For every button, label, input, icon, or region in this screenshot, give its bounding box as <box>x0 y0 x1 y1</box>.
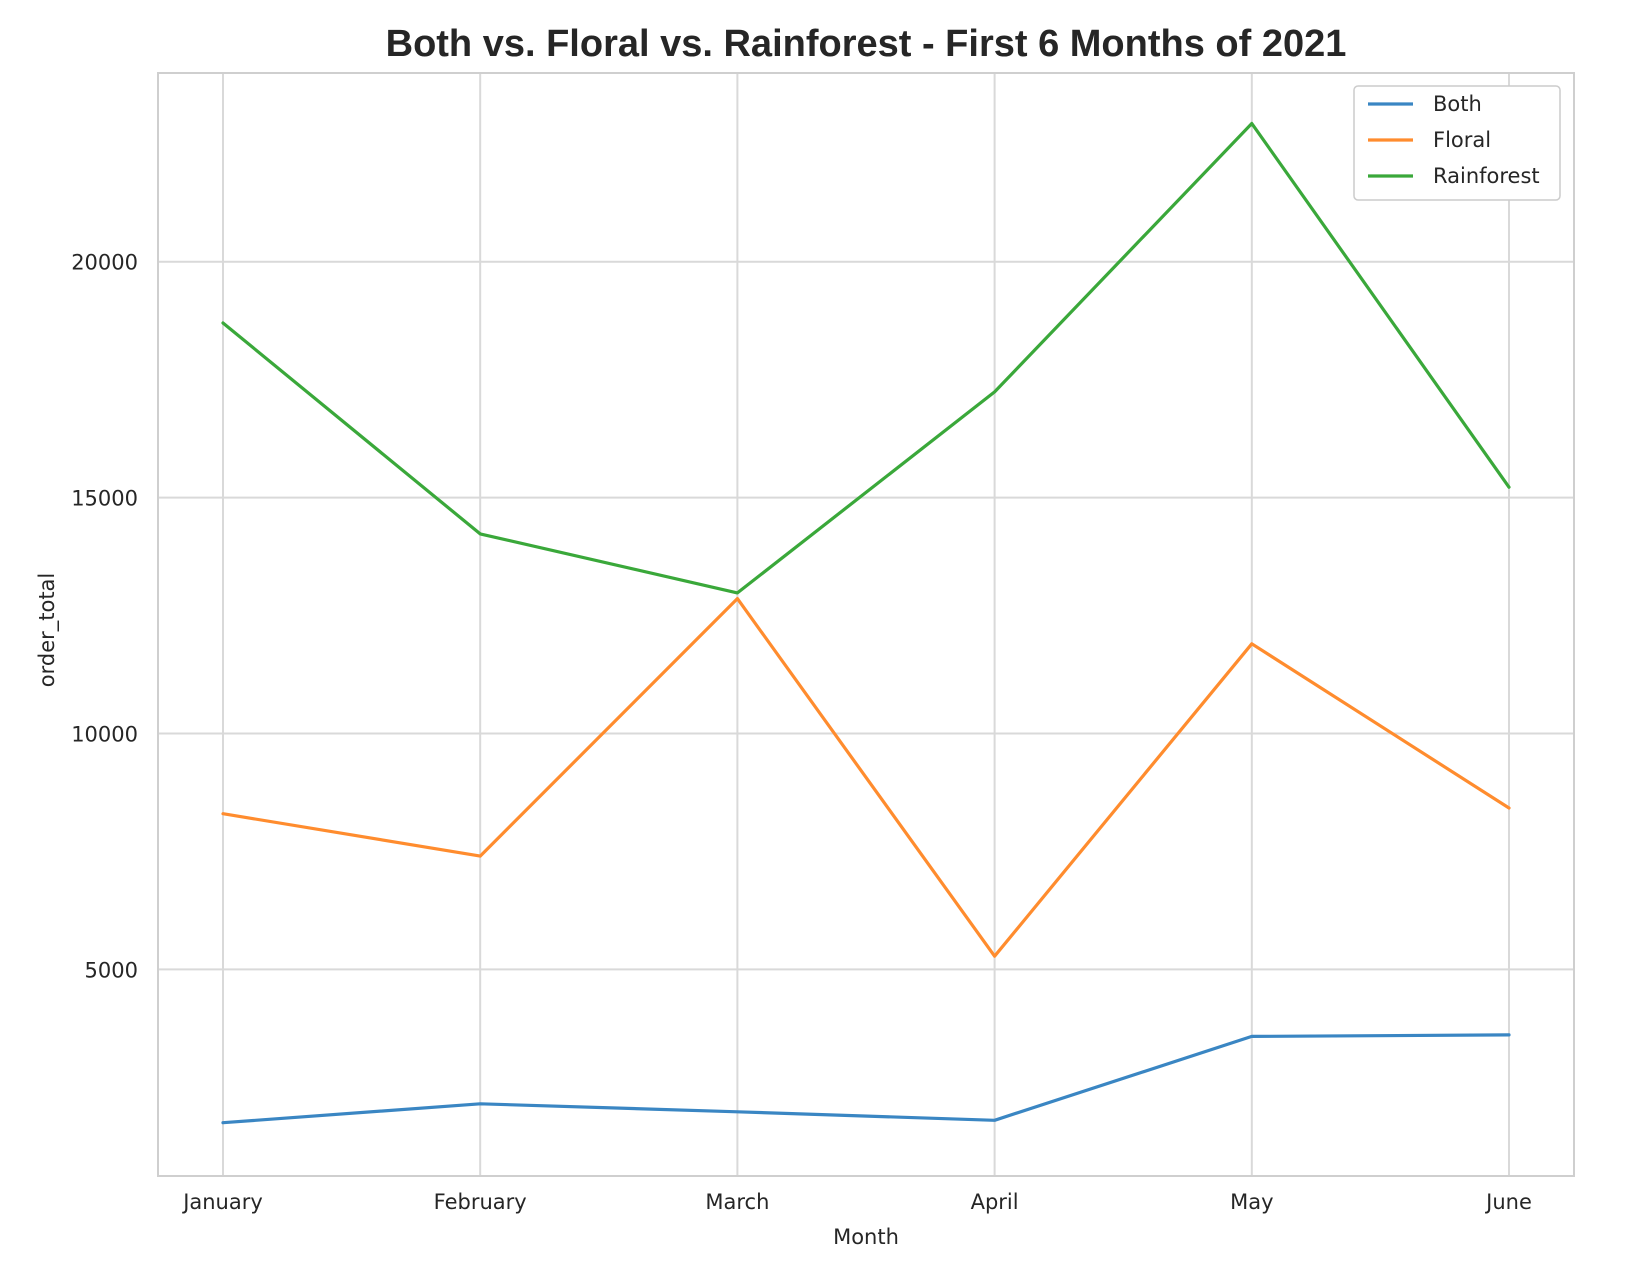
series-line-both <box>221 1033 1511 1125</box>
x-tick-label: April <box>971 1190 1019 1214</box>
x-tick-label: June <box>1484 1190 1532 1214</box>
y-tick-label: 10000 <box>71 722 138 746</box>
plot-area-frame <box>157 72 1575 1177</box>
legend-label-floral: Floral <box>1433 128 1491 152</box>
y-axis-label: order_total <box>35 573 60 688</box>
legend-box <box>1353 85 1561 201</box>
y-tick-label: 20000 <box>71 251 138 275</box>
x-axis-label: Month <box>833 1225 899 1249</box>
x-tick-label: May <box>1230 1190 1273 1214</box>
grid-lines <box>158 73 1574 1176</box>
legend-label-both: Both <box>1433 92 1482 116</box>
series-lines <box>221 121 1511 1125</box>
series-line-rainforest <box>221 121 1511 595</box>
chart-title: Both vs. Floral vs. Rainforest - First 6… <box>386 23 1347 65</box>
x-tick-label: February <box>434 1190 527 1214</box>
y-tick-labels: 5000 10000 15000 20000 <box>71 251 138 983</box>
x-tick-label: January <box>181 1190 263 1214</box>
legend-label-rainforest: Rainforest <box>1433 164 1540 188</box>
legend: Both Floral Rainforest <box>1353 85 1561 201</box>
series-line-floral <box>221 596 1511 958</box>
x-tick-label: March <box>705 1190 769 1214</box>
y-tick-label: 5000 <box>85 958 138 982</box>
legend-items: Both Floral Rainforest <box>1368 92 1540 188</box>
y-tick-label: 15000 <box>71 487 138 511</box>
x-tick-labels: January February March April May June <box>181 1190 1532 1214</box>
